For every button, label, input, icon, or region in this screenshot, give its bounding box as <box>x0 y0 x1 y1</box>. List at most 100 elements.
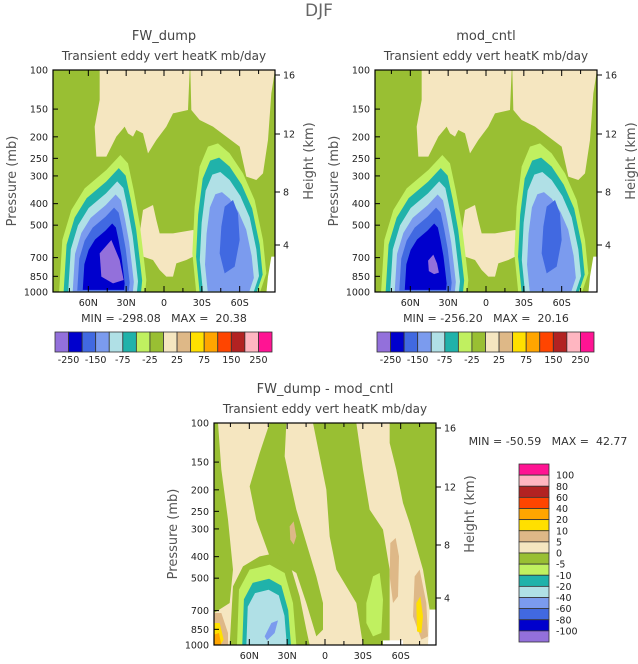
y-tick-label: 200 <box>191 485 209 496</box>
panel-title: FW_dump <box>132 29 196 44</box>
contour-region <box>214 632 222 645</box>
y-axis-label: Pressure (mb) <box>327 136 342 227</box>
colorbar-swatch <box>217 331 232 353</box>
y-tick-label: 100 <box>191 419 209 430</box>
y-tick-label: 1000 <box>346 288 370 299</box>
contour-region <box>366 572 383 637</box>
colorbar-label: 20 <box>556 515 568 526</box>
y-tick-label: 150 <box>30 105 48 116</box>
colorbar-label: 25 <box>493 355 505 366</box>
y2-tick-label: 8 <box>444 541 450 552</box>
colorbar-swatch <box>444 331 459 353</box>
x-tick-label: 30N <box>278 651 297 662</box>
y2-tick-label: 8 <box>605 188 611 199</box>
y-tick-label: 400 <box>352 199 370 210</box>
contour-region <box>461 204 525 277</box>
colorbar-swatch <box>498 331 514 353</box>
contour-region <box>512 70 597 180</box>
y-tick-label: 200 <box>352 132 370 143</box>
colorbar-swatch <box>68 331 83 353</box>
y-tick-label: 850 <box>352 272 370 283</box>
y-tick-label: 500 <box>191 574 209 585</box>
y2-tick-label: 12 <box>283 130 295 141</box>
panel-0: FW_dump Transient eddy vert heatK mb/day 1… <box>5 29 317 309</box>
contour-region <box>416 70 512 157</box>
colorbar-swatch <box>244 331 259 353</box>
x-tick-label: 0 <box>322 651 328 662</box>
y-tick-label: 500 <box>352 221 370 232</box>
colorbar-swatch <box>95 331 110 353</box>
colorbar-swatch <box>430 331 446 353</box>
y-tick-label: 100 <box>352 66 370 77</box>
colorbar-swatch <box>163 331 178 353</box>
colorbar-swatch <box>539 331 554 353</box>
x-tick-label: 30N <box>117 298 136 309</box>
contour-region <box>588 256 597 292</box>
contour-region <box>389 537 399 603</box>
colorbar-swatch <box>135 331 151 353</box>
colorbar-swatch <box>258 331 273 353</box>
y-tick-label: 850 <box>191 625 209 636</box>
colorbar-label: 10 <box>556 526 568 537</box>
colorbar-label: -80 <box>556 615 572 626</box>
colorbar-label: 0 <box>556 549 562 560</box>
colorbar-swatch <box>518 463 550 476</box>
colorbar-swatch <box>190 331 205 353</box>
colorbar-swatch <box>552 331 568 353</box>
colorbar-label: -60 <box>556 604 572 615</box>
y2-axis-label: Height (km) <box>624 122 638 199</box>
colorbar-swatch <box>525 331 541 353</box>
y-tick-label: 150 <box>191 458 209 469</box>
colorbar-label: 25 <box>171 355 183 366</box>
colorbar: -250 -150 -75 -25 25 75 150 250 <box>376 331 595 366</box>
colorbar-label: -150 <box>407 355 429 366</box>
x-tick-label: 30S <box>354 651 372 662</box>
contour-region <box>249 423 323 637</box>
colorbar-label: -250 <box>380 355 402 366</box>
colorbar-swatch <box>417 331 432 353</box>
colorbar-label: 80 <box>556 482 568 493</box>
y-tick-label: 400 <box>30 199 48 210</box>
y-tick-label: 850 <box>30 272 48 283</box>
panel-title: mod_cntl <box>456 29 515 44</box>
colorbar-swatch <box>512 331 527 353</box>
y-tick-label: 200 <box>30 132 48 143</box>
panel-title: FW_dump - mod_cntl <box>257 382 394 397</box>
colorbar-swatch <box>457 331 473 353</box>
colorbar-swatch <box>566 331 581 353</box>
colorbar-swatch <box>230 331 246 353</box>
colorbar-swatch <box>518 563 550 576</box>
colorbar-label: -75 <box>115 355 131 366</box>
x-tick-label: 60N <box>79 298 98 309</box>
contour-region <box>427 609 436 645</box>
colorbar-label: -10 <box>556 571 572 582</box>
y-tick-label: 1000 <box>24 288 48 299</box>
y-tick-label: 100 <box>30 66 48 77</box>
x-tick-label: 60N <box>401 298 420 309</box>
y-tick-label: 300 <box>30 171 48 182</box>
y2-axis-label: Height (km) <box>463 475 478 552</box>
colorbar-swatch <box>518 585 550 598</box>
contour-field <box>53 70 275 292</box>
y-tick-label: 300 <box>352 171 370 182</box>
colorbar-swatch <box>518 597 550 610</box>
x-tick-label: 60S <box>392 651 410 662</box>
colorbar-label: 40 <box>556 504 568 515</box>
contour-region <box>139 204 203 277</box>
y2-tick-label: 12 <box>605 130 617 141</box>
colorbar-swatch <box>518 530 550 543</box>
min-max-stats: MIN = -256.20 MAX = 20.16 <box>403 312 569 325</box>
colorbar-label: -250 <box>58 355 80 366</box>
contour-region <box>416 596 423 633</box>
colorbar-label: 60 <box>556 493 568 504</box>
panel-1: mod_cntl Transient eddy vert heatK mb/day… <box>327 29 638 309</box>
y2-tick-label: 12 <box>444 483 456 494</box>
y2-tick-label: 4 <box>605 241 611 252</box>
colorbar-swatch <box>518 508 550 521</box>
colorbar-swatch <box>471 331 486 353</box>
colorbar-swatch <box>403 331 419 353</box>
x-tick-label: 0 <box>483 298 489 309</box>
contour-region <box>289 521 297 545</box>
colorbar-swatch <box>518 541 550 554</box>
